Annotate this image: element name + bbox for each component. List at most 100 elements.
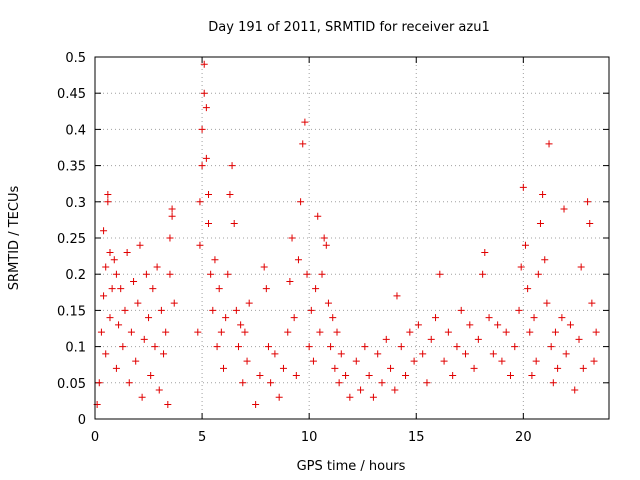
data-point bbox=[342, 372, 350, 380]
data-point bbox=[586, 220, 594, 228]
data-point bbox=[402, 372, 410, 380]
data-point bbox=[267, 379, 275, 387]
data-point bbox=[215, 285, 223, 293]
plot-frame bbox=[94, 56, 610, 420]
data-point bbox=[312, 285, 320, 293]
data-point bbox=[138, 393, 146, 401]
x-tick-label: 5 bbox=[198, 430, 206, 445]
data-point bbox=[481, 248, 489, 256]
data-point bbox=[498, 357, 506, 365]
data-point bbox=[410, 357, 418, 365]
data-point bbox=[166, 270, 174, 278]
data-point bbox=[127, 328, 135, 336]
data-point bbox=[232, 306, 240, 314]
data-point bbox=[479, 270, 487, 278]
data-point bbox=[104, 198, 112, 206]
data-point bbox=[318, 270, 326, 278]
data-point bbox=[200, 60, 208, 68]
data-point bbox=[170, 299, 178, 307]
x-tick-label: 0 bbox=[91, 430, 99, 445]
data-point bbox=[202, 154, 210, 162]
data-point bbox=[320, 234, 328, 242]
data-point bbox=[106, 248, 114, 256]
y-tick-label: 0.35 bbox=[57, 160, 86, 175]
data-point bbox=[517, 263, 525, 271]
data-point bbox=[301, 118, 309, 126]
data-point bbox=[211, 256, 219, 264]
data-point bbox=[162, 328, 170, 336]
data-point bbox=[314, 212, 322, 220]
y-tick-label: 0.05 bbox=[57, 377, 86, 392]
data-point bbox=[157, 306, 165, 314]
data-point bbox=[207, 270, 215, 278]
data-point bbox=[444, 328, 452, 336]
data-point bbox=[140, 335, 148, 343]
data-point bbox=[239, 379, 247, 387]
data-point bbox=[571, 386, 579, 394]
data-points bbox=[93, 60, 600, 409]
data-point bbox=[536, 220, 544, 228]
data-point bbox=[549, 379, 557, 387]
data-point bbox=[271, 350, 279, 358]
data-point bbox=[117, 285, 125, 293]
data-point bbox=[457, 306, 465, 314]
data-point bbox=[112, 364, 120, 372]
data-point bbox=[592, 328, 600, 336]
data-point bbox=[198, 125, 206, 133]
data-point bbox=[494, 321, 502, 329]
data-point bbox=[288, 234, 296, 242]
data-point bbox=[132, 357, 140, 365]
data-point bbox=[331, 364, 339, 372]
data-point bbox=[440, 357, 448, 365]
data-point bbox=[252, 401, 260, 409]
data-point bbox=[196, 198, 204, 206]
data-point bbox=[220, 364, 227, 372]
data-point bbox=[374, 350, 382, 358]
data-point bbox=[524, 285, 532, 293]
data-point bbox=[134, 299, 142, 307]
data-point bbox=[309, 357, 317, 365]
data-point bbox=[168, 212, 176, 220]
data-point bbox=[119, 343, 127, 351]
data-point bbox=[393, 292, 401, 300]
data-point bbox=[147, 372, 155, 380]
data-point bbox=[547, 343, 555, 351]
data-point bbox=[391, 386, 399, 394]
data-point bbox=[294, 256, 302, 264]
data-point bbox=[97, 328, 105, 336]
y-tick-label: 0.1 bbox=[65, 341, 86, 356]
data-point bbox=[222, 314, 230, 322]
data-point bbox=[299, 140, 307, 148]
data-point bbox=[337, 350, 345, 358]
data-point bbox=[515, 306, 523, 314]
data-point bbox=[115, 321, 123, 329]
data-point bbox=[449, 372, 457, 380]
data-point bbox=[534, 270, 542, 278]
data-point bbox=[145, 314, 153, 322]
data-point bbox=[511, 343, 519, 351]
data-point bbox=[558, 314, 566, 322]
y-tick-label: 0.5 bbox=[65, 51, 86, 66]
data-point bbox=[151, 343, 159, 351]
data-point bbox=[470, 364, 478, 372]
y-tick-label: 0.2 bbox=[65, 268, 86, 283]
data-point bbox=[284, 328, 292, 336]
y-tick-label: 0.4 bbox=[65, 123, 86, 138]
data-point bbox=[104, 191, 112, 199]
data-point bbox=[577, 263, 585, 271]
data-point bbox=[279, 364, 287, 372]
tick-labels: 0 0.05 0.1 0.15 0.2 0.25 0.3 0.35 0.4 0.45 0.5 0 5 10… bbox=[57, 51, 532, 445]
y-tick-label: 0.25 bbox=[57, 232, 86, 247]
data-point bbox=[164, 401, 172, 409]
data-point bbox=[226, 191, 234, 199]
data-point bbox=[112, 270, 120, 278]
data-point bbox=[352, 357, 360, 365]
data-point bbox=[432, 314, 440, 322]
data-point bbox=[382, 335, 390, 343]
data-point bbox=[123, 248, 131, 256]
y-tick-label: 0.45 bbox=[57, 87, 86, 102]
data-point bbox=[234, 343, 242, 351]
y-tick-label: 0.15 bbox=[57, 304, 86, 319]
data-point bbox=[292, 372, 300, 380]
